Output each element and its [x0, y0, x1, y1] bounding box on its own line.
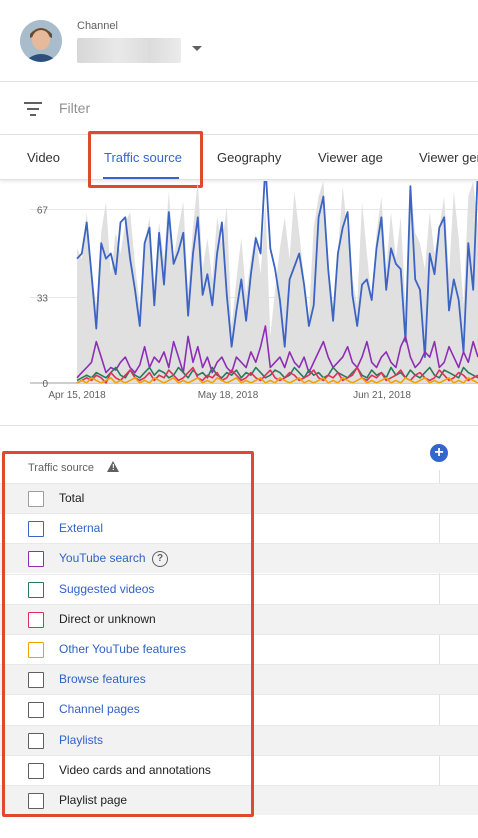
tab-viewer-gender[interactable]: Viewer ger: [419, 150, 478, 165]
row-label[interactable]: Browse features: [59, 672, 146, 687]
table-highlight-box: [2, 451, 254, 817]
table-row[interactable]: YouTube search?: [0, 543, 478, 574]
row-checkbox[interactable]: [28, 521, 44, 538]
x-tick-label: Jun 21, 2018: [353, 390, 411, 401]
filter-bar[interactable]: Filter: [0, 83, 478, 135]
tab-video[interactable]: Video: [27, 150, 61, 165]
filter-icon[interactable]: [24, 102, 42, 116]
table-row[interactable]: Total: [0, 483, 478, 513]
row-checkbox[interactable]: [28, 611, 44, 628]
row-checkbox[interactable]: [28, 732, 44, 749]
table-row[interactable]: Video cards and annotations: [0, 754, 478, 785]
y-tick-label: 0: [42, 379, 48, 390]
avatar[interactable]: [20, 20, 62, 62]
x-tick-label: May 18, 2018: [198, 390, 259, 401]
row-label[interactable]: Playlists: [59, 732, 104, 747]
table-row[interactable]: Direct or unknown: [0, 603, 478, 634]
warning-icon[interactable]: !: [107, 461, 119, 472]
tab-traffic-source[interactable]: Traffic source: [104, 150, 183, 165]
row-label[interactable]: YouTube search: [59, 551, 146, 566]
tab-highlight-box: [88, 131, 203, 188]
caret-down-icon[interactable]: [192, 46, 202, 51]
row-label[interactable]: Suggested videos: [59, 581, 155, 596]
row-checkbox[interactable]: [28, 642, 44, 658]
y-tick-label: 67: [37, 205, 49, 216]
row-checkbox[interactable]: [28, 551, 44, 568]
table-row[interactable]: Suggested videos: [0, 573, 478, 604]
chart-svg: 0 33 67 Apr 15, 2018 May 18, 2018 Jun 21, 201…: [30, 181, 478, 401]
channel-bar: Channel: [0, 0, 478, 82]
series-line-external: [76, 181, 478, 359]
row-label[interactable]: External: [59, 521, 104, 536]
row-checkbox[interactable]: [28, 581, 44, 598]
tab-bar: Video Traffic source Geography Viewer ag…: [0, 136, 478, 180]
row-label: Video cards and annotations: [59, 762, 211, 777]
row-label: Direct or unknown: [59, 611, 156, 626]
x-tick-label: Apr 15, 2018: [48, 390, 106, 401]
table-divider: [0, 425, 478, 426]
tab-viewer-age[interactable]: Viewer age: [318, 150, 383, 165]
series-line-youtube-search: [76, 325, 478, 379]
series-line-suggested-videos: [76, 366, 478, 382]
series-line-direct-or-unknown: [76, 366, 478, 384]
table-row[interactable]: External: [0, 513, 478, 543]
table-row[interactable]: Playlists: [0, 724, 478, 755]
row-checkbox[interactable]: [28, 491, 44, 507]
help-circle-icon[interactable]: ?: [152, 551, 168, 568]
row-checkbox[interactable]: [28, 793, 44, 809]
traffic-source-header[interactable]: Traffic source: [28, 462, 95, 474]
y-tick-label: 33: [37, 294, 49, 305]
channel-name-redacted[interactable]: [77, 38, 181, 63]
add-metric-button[interactable]: +: [430, 444, 448, 462]
series-line-other-youtube-features: [76, 377, 478, 384]
row-checkbox[interactable]: [28, 702, 44, 719]
tab-geography[interactable]: Geography: [217, 150, 282, 165]
row-label[interactable]: Other YouTube features: [59, 642, 186, 656]
active-tab-indicator: [103, 177, 179, 179]
table-row[interactable]: Browse features: [0, 664, 478, 695]
traffic-chart: 0 33 67 Apr 15, 2018 May 18, 2018 Jun 21, 201…: [0, 181, 478, 411]
row-checkbox[interactable]: [28, 672, 44, 689]
column-divider: [439, 470, 440, 815]
channel-label: Channel: [77, 20, 118, 32]
row-checkbox[interactable]: [28, 762, 44, 779]
table-row[interactable]: Other YouTube features: [0, 634, 478, 664]
row-label[interactable]: Channel pages: [59, 702, 140, 717]
filter-input[interactable]: Filter: [59, 100, 91, 116]
row-label: Playlist page: [59, 793, 128, 807]
row-label: Total: [59, 491, 85, 505]
avatar-photo: [20, 20, 62, 62]
table-row[interactable]: Playlist page: [0, 785, 478, 815]
table-row[interactable]: Channel pages: [0, 694, 478, 724]
